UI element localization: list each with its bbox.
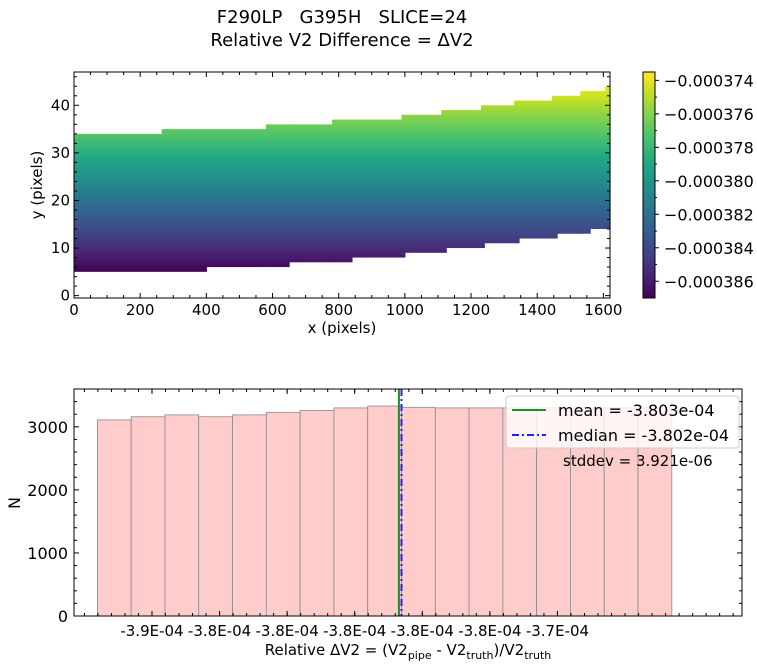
histogram-y-tick-label: 3000 — [27, 418, 68, 437]
legend: mean = -3.803e-04 median = -3.802e-04 — [505, 395, 740, 449]
chart-title-line1: F290LP G395H SLICE=24 — [217, 7, 467, 28]
colorbar-tick-label: −0.000386 — [664, 272, 754, 291]
heatmap-x-axis-label: x (pixels) — [308, 319, 377, 337]
heatmap-segment — [446, 110, 482, 249]
heatmap-segment — [404, 114, 442, 253]
heatmap-y-tick-label: 40 — [51, 96, 70, 114]
stddev-annotation: stddev = 3.921e-06 — [563, 452, 713, 470]
heatmap-segment — [117, 133, 163, 272]
heatmap-y-axis-label: y (pixels) — [28, 151, 46, 220]
x-axis-label-subscript: pipe — [408, 649, 432, 662]
histogram-bar — [367, 405, 402, 617]
colorbar: −0.000374 −0.000376 −0.000378 −0.000380 −0.0… — [642, 71, 754, 299]
heatmap-segment — [480, 105, 485, 249]
heatmap-segment — [580, 91, 591, 234]
histogram-bar — [198, 416, 233, 617]
histogram-bar — [96, 419, 132, 617]
heatmap-y-tick-label: 20 — [51, 191, 70, 209]
heatmap-x-tick-label: 800 — [324, 301, 353, 319]
histogram-panel: -3.9E-04 -3.8E-04 -3.8E-04 -3.8E-04 -3.8E-04… — [5, 388, 743, 662]
heatmap-panel: 0 200 400 600 800 1000 1200 1400 1600 010203040 … — [28, 71, 622, 337]
histogram-x-tick-label: -3.8E-04 — [256, 622, 319, 640]
colorbar-tick-label: −0.000380 — [664, 172, 754, 191]
heatmap-x-tick-label: 400 — [192, 301, 221, 319]
histogram-y-tick-label: 0 — [58, 607, 68, 626]
x-axis-label-text: )/V2 — [493, 641, 524, 659]
heatmap-segment — [605, 86, 611, 230]
x-axis-label-subscript: truth — [466, 649, 493, 662]
histogram-y-ticks: 0 1000 2000 3000 — [27, 401, 742, 626]
chart-title-line2: Relative V2 Difference = ΔV2 — [210, 30, 473, 51]
x-axis-label-text: Relative ΔV2 = (V2 — [265, 641, 408, 659]
heatmap-x-tick-label: 1200 — [452, 301, 490, 319]
colorbar-tick-label: −0.000376 — [664, 105, 754, 124]
histogram-x-tick-label: -3.8E-04 — [323, 622, 386, 640]
histogram-x-ticks: -3.9E-04 -3.8E-04 -3.8E-04 -3.8E-04 -3.8E-04… — [83, 389, 734, 640]
histogram-x-tick-label: -3.8E-04 — [391, 622, 454, 640]
histogram-x-tick-label: -3.7E-04 — [526, 622, 589, 640]
heatmap-region — [74, 86, 611, 272]
heatmap-segment — [552, 95, 558, 239]
heatmap-frame — [73, 71, 611, 299]
heatmap-x-tick-label: 0 — [69, 301, 79, 319]
heatmap-x-tick-label: 600 — [258, 301, 287, 319]
histogram-bar — [232, 414, 267, 617]
colorbar-tick-label: −0.000384 — [664, 239, 754, 258]
colorbar-gradient — [642, 71, 656, 299]
histogram-bar — [434, 407, 470, 617]
heatmap-segment — [441, 110, 447, 253]
heatmap-x-tick-label: 1000 — [386, 301, 424, 319]
colorbar-tick-label: −0.000378 — [664, 138, 754, 157]
heatmap-segment — [289, 124, 333, 263]
heatmap-x-tick-label: 1400 — [518, 301, 556, 319]
heatmap-segment — [590, 91, 606, 230]
x-axis-label-subscript: truth — [524, 649, 551, 662]
legend-median-label: median = -3.802e-04 — [558, 426, 729, 445]
histogram-bar — [164, 414, 200, 617]
heatmap-segment — [161, 129, 207, 272]
histogram-bar — [333, 407, 369, 617]
histogram-x-axis-label: Relative ΔV2 = (V2pipe - V2truth)/V2trut… — [265, 641, 552, 662]
legend-mean-label: mean = -3.803e-04 — [558, 401, 715, 420]
heatmap-segment — [519, 100, 553, 239]
heatmap-segment — [206, 129, 267, 268]
heatmap-x-ticks: 0 200 400 600 800 1000 1200 1400 1600 — [69, 72, 622, 319]
histogram-x-tick-label: -3.8E-04 — [458, 622, 521, 640]
colorbar-tick-label: −0.000374 — [664, 71, 754, 90]
histogram-y-tick-label: 2000 — [27, 481, 68, 500]
histogram-bar — [265, 411, 301, 617]
histogram-bar — [130, 416, 166, 617]
legend-box — [505, 395, 740, 449]
histogram-bar — [468, 407, 504, 617]
colorbar-tick-label: −0.000382 — [664, 205, 754, 224]
heatmap-y-tick-label: 30 — [51, 144, 70, 162]
histogram-x-tick-label: -3.8E-04 — [188, 622, 251, 640]
heatmap-segment — [401, 114, 406, 258]
histogram-x-tick-label: -3.9E-04 — [120, 622, 183, 640]
heatmap-segment — [557, 95, 581, 234]
x-axis-label-text: - V2 — [432, 641, 467, 659]
heatmap-y-tick-label: 0 — [60, 287, 70, 305]
colorbar-ticks: −0.000374 −0.000376 −0.000378 −0.000380 −0.0… — [655, 71, 754, 291]
heatmap-segment — [484, 105, 515, 244]
histogram-bar — [401, 406, 436, 617]
histogram-y-tick-label: 1000 — [27, 544, 68, 563]
heatmap-segment — [514, 100, 520, 244]
histogram-bar — [299, 410, 335, 617]
heatmap-x-tick-label: 1600 — [584, 301, 622, 319]
heatmap-segment — [74, 133, 118, 272]
heatmap-y-tick-label: 10 — [51, 239, 70, 257]
histogram-y-axis-label: N — [5, 497, 24, 509]
heatmap-segment — [351, 119, 403, 258]
heatmap-y-ticks: 0 10 20 30 40 — [51, 76, 610, 305]
heatmap-x-tick-label: 200 — [126, 301, 155, 319]
heatmap-segment — [332, 119, 353, 263]
heatmap-segment — [265, 124, 290, 268]
